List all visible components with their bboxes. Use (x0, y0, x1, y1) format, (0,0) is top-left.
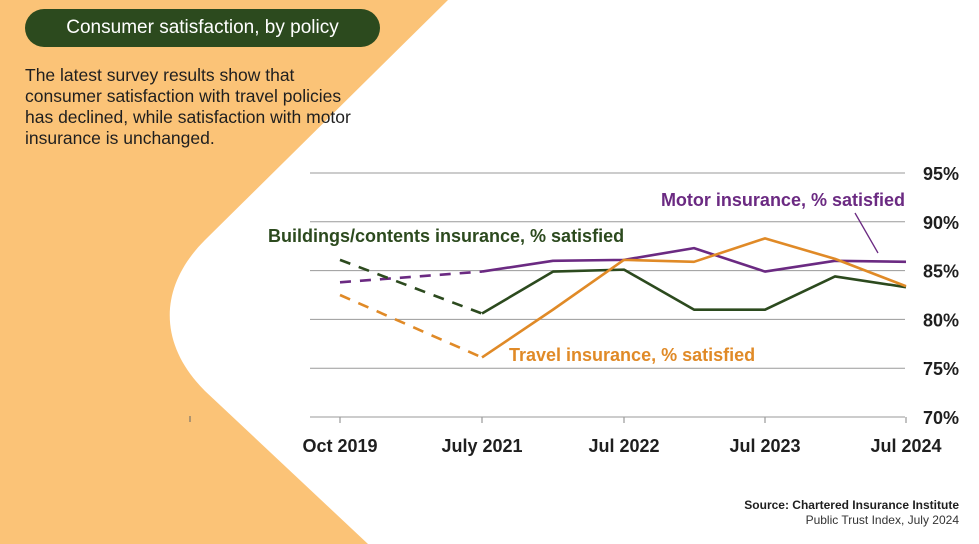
series-line-buildings (481, 268, 907, 315)
series-line-travel (481, 237, 907, 359)
y-tick-label: 70% (923, 408, 959, 428)
y-axis-ticks: 95% 90% 85% 80% 75% 70% (923, 164, 959, 428)
x-tick-label: July 2021 (441, 436, 522, 456)
series-line-motor (481, 246, 907, 273)
y-tick-label: 80% (923, 310, 959, 330)
series-label-motor: Motor insurance, % satisfied (661, 190, 905, 210)
y-tick-label: 75% (923, 359, 959, 379)
chart-title-pill: Consumer satisfaction, by policy (25, 9, 380, 47)
x-axis-ticks: Oct 2019 July 2021 Jul 2022 Jul 2023 Jul 202… (302, 417, 942, 456)
y-tick-label: 95% (923, 164, 959, 184)
source-note: Source: Chartered Insurance Institute Pu… (744, 498, 959, 528)
series-label-buildings: Buildings/contents insurance, % satisfie… (268, 226, 624, 246)
series-line-dashed-travel (339, 293, 483, 359)
series-line-dashed-motor (339, 270, 483, 284)
y-tick-label: 85% (923, 262, 959, 282)
y-tick-label: 90% (923, 213, 959, 233)
source-line-1: Source: Chartered Insurance Institute (744, 498, 959, 512)
x-tick-label: Jul 2022 (588, 436, 659, 456)
x-tick-label: Jul 2023 (729, 436, 800, 456)
x-tick-label: Jul 2024 (870, 436, 941, 456)
series-label-travel: Travel insurance, % satisfied (509, 345, 755, 365)
chart-lines (339, 237, 907, 359)
series-line-dashed-buildings (339, 258, 483, 315)
motor-label-leader (854, 212, 879, 254)
intro-text: The latest survey results show that cons… (25, 65, 351, 148)
x-tick-label: Oct 2019 (302, 436, 377, 456)
source-line-2: Public Trust Index, July 2024 (805, 513, 959, 527)
